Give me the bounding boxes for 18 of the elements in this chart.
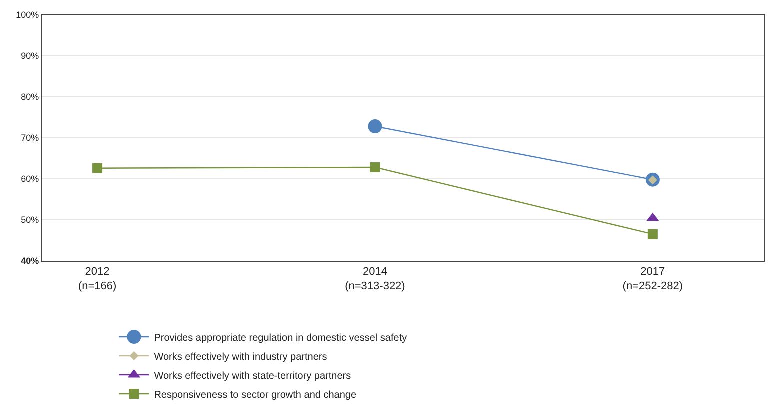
point <box>368 120 382 134</box>
x-tick-label: 2017 (n=252-282) <box>622 266 684 292</box>
y-tick-label: 80% <box>21 92 40 102</box>
point <box>92 163 103 174</box>
y-tick-label: 90% <box>21 51 40 62</box>
y-tick-label: 40% <box>21 256 40 266</box>
legend-label: Responsiveness to sector growth and change <box>154 390 357 401</box>
point <box>648 229 658 240</box>
x-tick-label: 2012 (n=166) <box>78 266 117 292</box>
point <box>370 162 380 173</box>
legend-label: Works effectively with state-territory partners <box>154 370 352 382</box>
legend-label: Works effectively with industry partners <box>154 352 328 363</box>
y-tick-label: 100% <box>16 10 40 20</box>
x-tick-label: 2014 (n=313-322) <box>345 266 406 292</box>
y-tick-label: 50% <box>21 215 40 226</box>
y-tick-label: 60% <box>21 174 40 184</box>
y-tick-label: 70% <box>21 133 40 144</box>
legend-label: Provides appropriate regulation in domestic vessel safety <box>154 332 408 344</box>
